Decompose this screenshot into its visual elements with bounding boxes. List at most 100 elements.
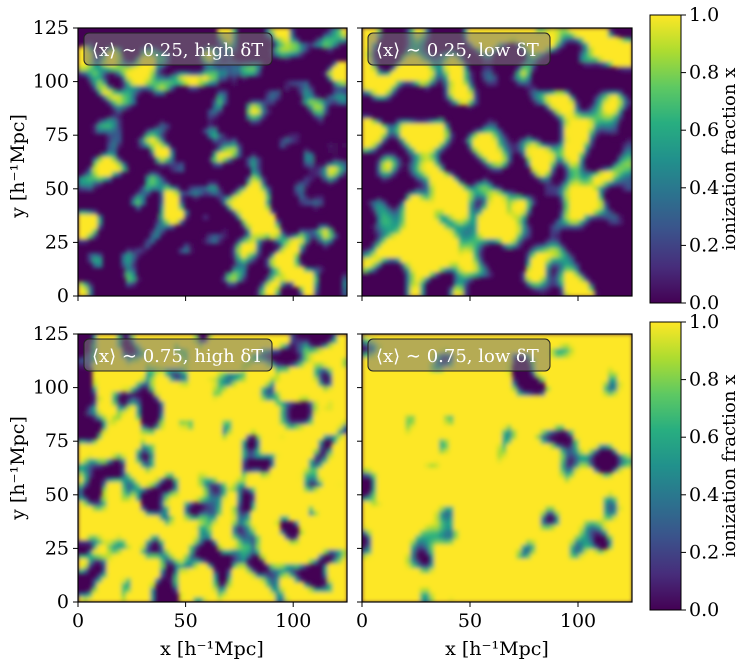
heatmap-cell [458,90,464,96]
heatmap-cell [226,453,233,460]
heatmap-cell [135,439,142,445]
heatmap-cell [111,99,118,106]
heatmap-cell [231,147,238,154]
heatmap-cell [298,372,305,378]
heatmap-cell [535,286,541,292]
heatmap-cell [463,276,469,283]
heatmap-cell [116,95,122,101]
heatmap-cell [627,147,632,154]
heatmap-cell [164,448,170,455]
heatmap-cell [212,372,218,378]
heatmap-cell [198,472,204,479]
heatmap-cell [545,252,551,259]
heatmap-cell [593,133,599,139]
heatmap-cell [327,429,334,436]
heatmap-cell [87,185,94,192]
heatmap-cells [78,28,347,296]
heatmap-cell [448,233,455,240]
heatmap-cell [627,37,632,43]
heatmap-cell [482,262,488,268]
heatmap-cell [97,496,103,503]
heatmap-cell [540,142,546,149]
heatmap-cell [322,367,329,373]
heatmap-cell [405,219,411,225]
heatmap-cell [217,391,223,397]
heatmap-cell [145,511,151,517]
heatmap-cell [241,453,247,460]
heatmap-cell [318,348,324,354]
heatmap-cell [164,334,170,340]
heatmap-cell [289,37,295,43]
heatmap-cell [598,214,604,221]
heatmap-cell [477,152,484,158]
heatmap-cell [150,377,156,383]
heatmap-cell [188,448,194,455]
heatmap-cell [622,99,628,106]
heatmap-cell [598,176,604,182]
heatmap-cell [337,477,343,483]
heatmap-cell [439,214,445,221]
heatmap-cell [477,262,484,268]
heatmap-cell [376,123,382,130]
heatmap-cell [318,477,324,483]
heatmap-cell [289,47,295,53]
heatmap-cell [583,128,590,134]
heatmap-cell [322,487,329,493]
heatmap-cell [434,267,440,273]
heatmap-cell [265,281,271,288]
heatmap-cell [569,99,575,106]
heatmap-cell [492,80,498,87]
heatmap-cell [332,391,338,397]
heatmap-cell [246,396,252,402]
heatmap-cell [559,243,566,249]
heatmap-cell [511,243,517,249]
heatmap-cell [410,286,416,292]
heatmap-cell [193,372,199,378]
heatmap-cell [410,142,416,149]
heatmap-cell [342,142,347,149]
heatmap-cell [274,252,281,259]
heatmap-cell [439,200,445,206]
heatmap-cell [313,496,319,503]
heatmap-cell [92,372,98,378]
heatmap-cell [169,405,175,412]
heatmap-cell [521,200,527,206]
heatmap-cell [111,424,118,431]
heatmap-cell [294,444,300,450]
heatmap-cell [298,195,305,201]
heatmap-cell [386,224,392,230]
heatmap-cell [453,229,460,235]
heatmap-cell [472,219,479,225]
heatmap-cell [327,477,334,483]
heatmap-cell [530,248,537,254]
heatmap-cell [318,109,324,115]
heatmap-cell [270,463,276,469]
heatmap-cell [535,28,541,34]
heatmap-cell [497,224,503,230]
heatmap-cell [318,205,324,211]
heatmap-cell [468,80,474,87]
heatmap-cell [318,200,324,206]
heatmap-cell [419,195,426,201]
heatmap-cell [169,458,175,464]
heatmap-cell [439,138,445,144]
heatmap-cell [284,362,290,369]
heatmap-cell [419,243,426,249]
heatmap-cell [217,458,223,464]
heatmap-cell [145,190,151,197]
heatmap-cell [226,66,233,72]
heatmap-cell [376,118,382,125]
heatmap-cell [308,511,314,517]
heatmap-cell [207,334,214,340]
heatmap-cell [492,185,498,192]
heatmap-cell [598,209,604,216]
heatmap-cell [236,257,242,264]
heatmap-cell [506,190,513,197]
heatmap-cell [607,166,614,173]
heatmap-cell [395,66,402,72]
heatmap-cell [284,491,290,498]
heatmap-cell [381,138,387,144]
heatmap-cell [265,219,271,225]
heatmap-cell [434,133,440,139]
heatmap-cell [178,372,185,378]
